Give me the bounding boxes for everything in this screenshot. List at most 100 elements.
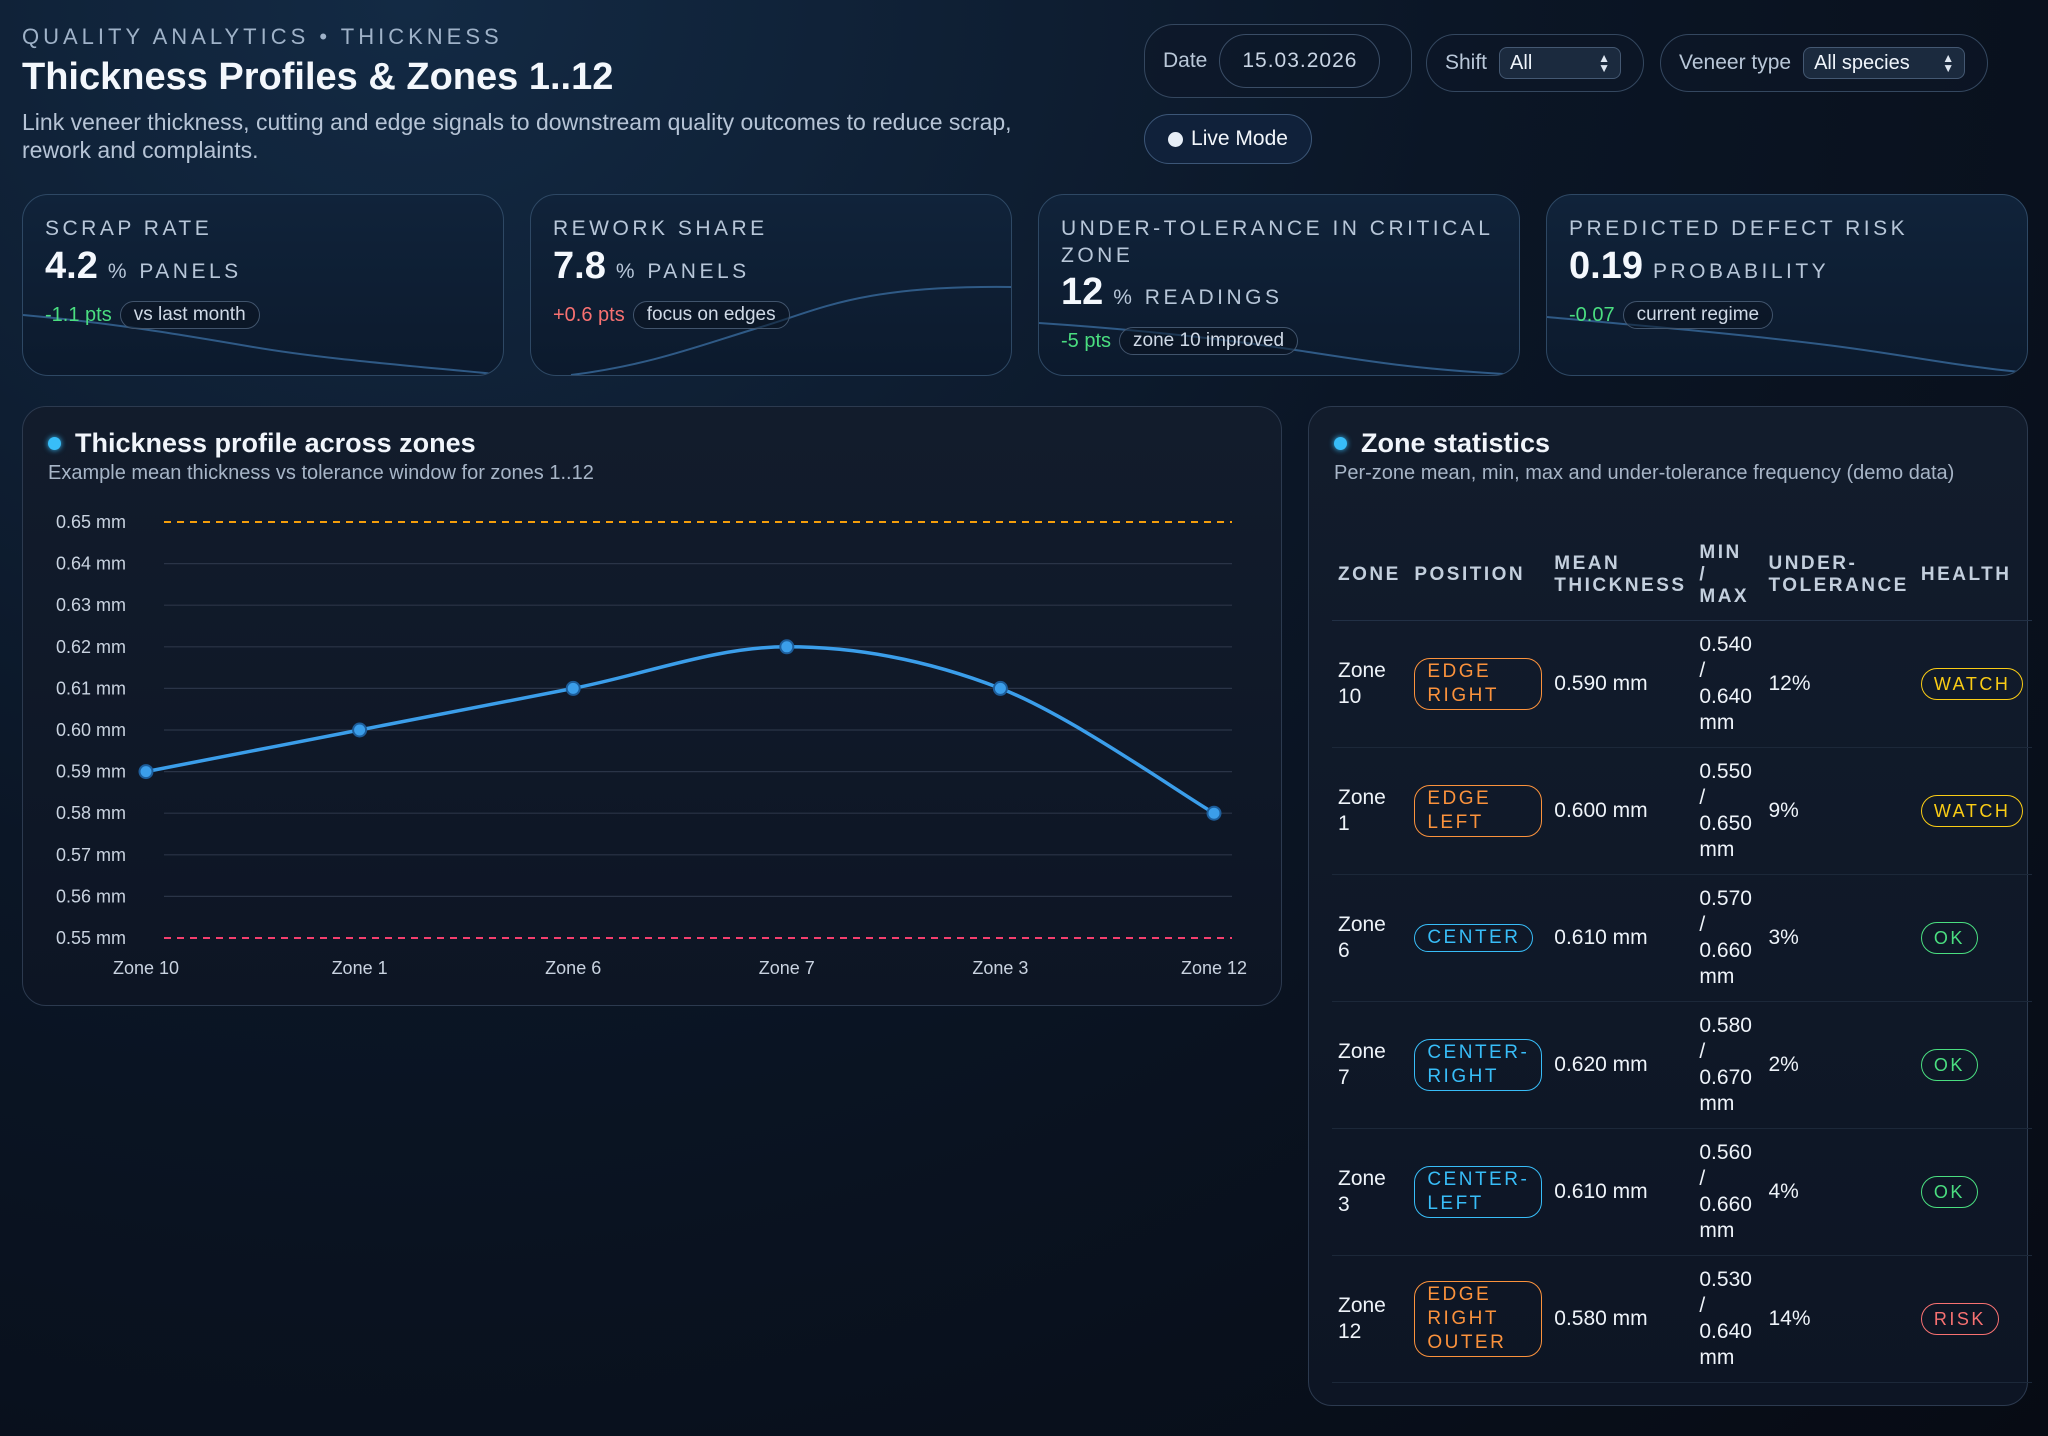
y-tick-label: 0.59 mm <box>56 762 126 782</box>
minmax-cell: 0.550 / 0.650 mm <box>1693 747 1763 875</box>
under-tolerance-value: 9% <box>1768 798 1799 822</box>
shift-select[interactable]: All ▲ ▼ <box>1499 47 1622 79</box>
health-status-badge: RISK <box>1920 1302 1999 1335</box>
min-max-value: 0.530 / 0.640 mm <box>1699 1267 1752 1369</box>
minmax-cell: 0.530 / 0.640 mm <box>1693 1255 1763 1383</box>
live-indicator-icon <box>1168 131 1184 147</box>
stats-panel-title: Zone statistics <box>1361 428 1551 458</box>
y-tick-label: 0.58 mm <box>56 803 126 823</box>
zone-cell: Zone 1 <box>1332 747 1409 875</box>
date-label: Date <box>1163 49 1208 72</box>
health-status-badge: OK <box>1920 1175 1978 1208</box>
under-tolerance-cell: 3% <box>1762 874 1915 1002</box>
x-tick-label: Zone 3 <box>972 958 1028 978</box>
mean-thickness-value: 0.590 mm <box>1554 671 1648 695</box>
select-arrows-icon: ▲ ▼ <box>1942 51 1955 75</box>
kpi-card-under-tolerance: UNDER-TOLERANCE IN CRITICAL ZONE 12 % RE… <box>1038 194 1520 376</box>
page-eyebrow: QUALITY ANALYTICS • THICKNESS <box>22 24 503 49</box>
kpi-note-badge: current regime <box>1622 301 1774 329</box>
thickness-profile-panel <box>22 406 1282 1006</box>
zone-cell: Zone 7 <box>1332 1001 1409 1129</box>
minmax-cell: 0.580 / 0.670 mm <box>1693 1001 1763 1129</box>
position-cell: EDGE RIGHT OUTER <box>1408 1255 1549 1383</box>
kpi-delta: -0.07 <box>1569 303 1615 326</box>
kpi-unit: % PANELS <box>107 260 242 283</box>
health-cell: WATCH <box>1914 620 2032 748</box>
kpi-delta: -1.1 pts <box>45 303 112 326</box>
y-tick-label: 0.60 mm <box>56 720 126 740</box>
kpi-label: SCRAP RATE <box>45 217 213 240</box>
mean-thickness-value: 0.610 mm <box>1554 925 1648 949</box>
bullet-dot-icon <box>48 437 61 450</box>
series-line <box>145 645 1215 815</box>
table-row: Zone 7 CENTER-RIGHT 0.620 mm 0.580 / 0.670 … <box>1332 1001 2032 1129</box>
x-tick-label: Zone 1 <box>332 958 388 978</box>
position-cell: CENTER-RIGHT <box>1408 1001 1549 1129</box>
minmax-cell: 0.570 / 0.660 mm <box>1693 874 1763 1002</box>
column-header: ZONE <box>1332 530 1409 621</box>
position-cell: CENTER <box>1408 874 1549 1002</box>
x-tick-label: Zone 10 <box>113 958 179 978</box>
zone-cell: Zone 10 <box>1332 620 1409 748</box>
data-point <box>779 639 795 655</box>
kpi-value-group: 0.19 PROBABILITY <box>1569 245 1829 288</box>
mean-cell: 0.590 mm <box>1548 620 1694 748</box>
x-axis-ticks: Zone 10 Zone 1 Zone 6 Zone 7 Zone 3 Zone 12 <box>113 958 1247 978</box>
zone-name: Zone 10 <box>1338 658 1386 708</box>
health-cell: OK <box>1914 1128 2032 1256</box>
veneer-select[interactable]: All species ▲ ▼ <box>1803 47 1966 79</box>
column-header: UNDER-TOLERANCE <box>1762 530 1915 621</box>
column-header: MIN / MAX <box>1693 530 1763 621</box>
data-point <box>992 680 1008 696</box>
kpi-value: 4.2 <box>45 245 98 287</box>
kpi-unit: % READINGS <box>1113 286 1283 309</box>
data-point <box>352 722 368 738</box>
under-tolerance-value: 12% <box>1768 671 1811 695</box>
table-row: Zone 6 CENTER 0.610 mm 0.570 / 0.660 mm 3% OK <box>1332 874 2032 1002</box>
kpi-footer: +0.6 pts focus on edges <box>553 301 790 329</box>
column-header: MEAN THICKNESS <box>1548 530 1694 621</box>
x-tick-label: Zone 7 <box>759 958 815 978</box>
kpi-label: REWORK SHARE <box>553 217 768 240</box>
data-point <box>565 680 581 696</box>
table-row: Zone 3 CENTER-LEFT 0.610 mm 0.560 / 0.660 m… <box>1332 1128 2032 1256</box>
kpi-note-badge: zone 10 improved <box>1119 327 1299 355</box>
position-badge: EDGE RIGHT OUTER <box>1414 1280 1543 1357</box>
position-badge: CENTER-LEFT <box>1414 1165 1543 1218</box>
position-badge: EDGE RIGHT <box>1414 657 1543 710</box>
table-header-row: ZONE POSITION MEAN THICKNESS MIN / MAX U… <box>1332 530 2032 621</box>
table-row: Zone 10 EDGE RIGHT 0.590 mm 0.540 / 0.640 m… <box>1332 620 2032 748</box>
min-max-value: 0.540 / 0.640 mm <box>1699 632 1752 734</box>
mean-cell: 0.600 mm <box>1548 747 1694 875</box>
mean-thickness-value: 0.580 mm <box>1554 1306 1648 1330</box>
health-cell: OK <box>1914 874 2032 1002</box>
x-tick-label: Zone 6 <box>545 958 601 978</box>
veneer-select-value: All species <box>1814 51 1910 74</box>
veneer-filter: Veneer type All species ▲ ▼ <box>1660 34 1988 92</box>
health-status-badge: OK <box>1920 1048 1978 1081</box>
under-tolerance-cell: 4% <box>1762 1128 1915 1256</box>
y-tick-label: 0.63 mm <box>56 595 126 615</box>
date-input[interactable]: 15.03.2026 <box>1219 34 1381 88</box>
kpi-delta: -5 pts <box>1061 329 1112 352</box>
y-tick-label: 0.65 mm <box>56 512 126 532</box>
under-tolerance-value: 4% <box>1768 1179 1799 1203</box>
under-tolerance-value: 14% <box>1768 1306 1811 1330</box>
bullet-dot-icon <box>1334 437 1347 450</box>
kpi-delta: +0.6 pts <box>553 303 625 326</box>
zone-cell: Zone 12 <box>1332 1255 1409 1383</box>
chart-grid <box>164 562 1232 897</box>
kpi-card-defect-risk: PREDICTED DEFECT RISK 0.19 PROBABILITY -… <box>1546 194 2028 376</box>
page-subtitle: Link veneer thickness, cutting and edge … <box>22 109 1012 163</box>
kpi-footer: -1.1 pts vs last month <box>45 301 260 329</box>
profile-panel-subtitle: Example mean thickness vs tolerance wind… <box>48 462 594 484</box>
y-tick-label: 0.57 mm <box>56 845 126 865</box>
position-badge: EDGE LEFT <box>1414 784 1543 837</box>
zone-name: Zone 7 <box>1338 1039 1386 1089</box>
position-badge: CENTER-RIGHT <box>1414 1038 1543 1091</box>
kpi-footer: -0.07 current regime <box>1569 301 1774 329</box>
veneer-label: Veneer type <box>1679 51 1792 74</box>
zone-statistics-table: ZONE POSITION MEAN THICKNESS MIN / MAX U… <box>1332 530 2032 1383</box>
min-max-value: 0.570 / 0.660 mm <box>1699 886 1752 988</box>
live-mode-button[interactable]: Live Mode <box>1144 114 1312 164</box>
